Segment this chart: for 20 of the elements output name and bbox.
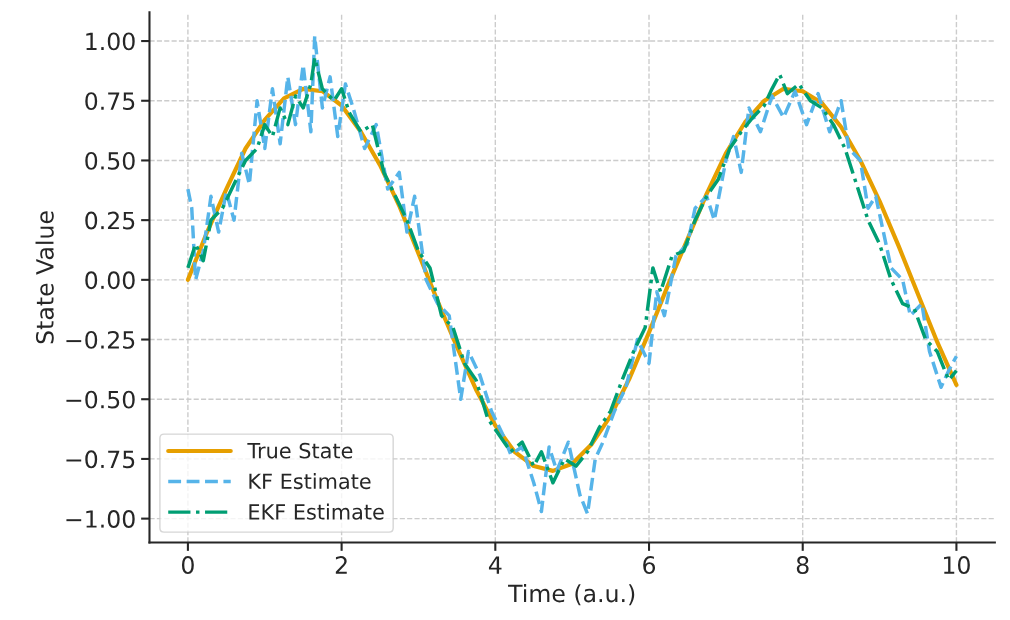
y-tick-label: 0.00: [85, 271, 135, 290]
y-tick-label: 0.75: [85, 92, 135, 111]
x-tick-label: 4: [488, 556, 502, 574]
y-tick-label: 0.50: [85, 151, 135, 170]
x-tick-label: 8: [796, 556, 809, 574]
y-tick-label: −0.75: [66, 450, 135, 469]
y-tick-label: −0.25: [66, 330, 135, 349]
y-axis-title: State Value: [35, 211, 54, 344]
y-tick-label: −1.00: [66, 510, 135, 528]
x-tick-label: 2: [335, 556, 347, 574]
legend-label: EKF Estimate: [249, 503, 384, 520]
x-tick-label: 6: [643, 556, 656, 574]
legend-label: True State: [247, 442, 353, 459]
x-axis-title: Time (a.u.): [508, 584, 635, 606]
y-tick-label: 1.00: [86, 32, 135, 51]
legend-label: KF Estimate: [249, 473, 371, 490]
x-tick-label: 10: [944, 556, 970, 574]
y-tick-label: −0.50: [66, 390, 135, 409]
x-tick-label: 0: [181, 556, 194, 574]
y-tick-label: 0.25: [85, 211, 135, 230]
